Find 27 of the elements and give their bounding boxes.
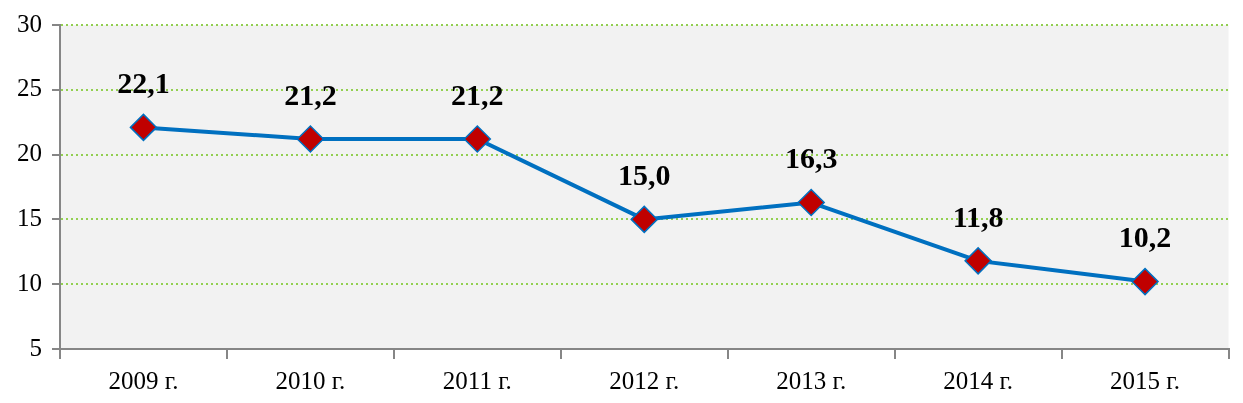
- x-tick-label: 2011 г.: [442, 366, 512, 394]
- x-tick-label: 2014 г.: [943, 366, 1014, 394]
- y-tick-label: 20: [17, 139, 42, 167]
- y-tick-label: 5: [29, 333, 42, 361]
- point: [964, 247, 992, 275]
- data-label: 21,2: [451, 77, 504, 111]
- data-label: 16,3: [784, 141, 838, 175]
- point: [630, 205, 658, 234]
- data-label: 22,1: [117, 66, 170, 100]
- point: [296, 125, 325, 153]
- data-label: 15,0: [618, 158, 671, 192]
- y-tick-label: 10: [17, 268, 42, 296]
- point: [1131, 267, 1159, 296]
- data-label: 10,2: [1118, 220, 1172, 254]
- point: [129, 113, 158, 142]
- x-tick-label: 2010 г.: [275, 366, 346, 394]
- x-tick-label: 2015 г.: [1110, 366, 1180, 394]
- data-label: 11,8: [952, 199, 1004, 233]
- y-tick-label: 25: [17, 74, 42, 102]
- y-tick-label: 15: [17, 203, 42, 231]
- y-tick-label: 30: [17, 9, 42, 37]
- data-label: 21,2: [284, 77, 337, 111]
- x-tick-label: 2013 г.: [776, 366, 847, 394]
- x-tick-label: 2012 г.: [609, 366, 680, 394]
- point: [797, 188, 825, 217]
- point: [463, 125, 492, 153]
- x-tick-label: 2009 г.: [108, 366, 179, 394]
